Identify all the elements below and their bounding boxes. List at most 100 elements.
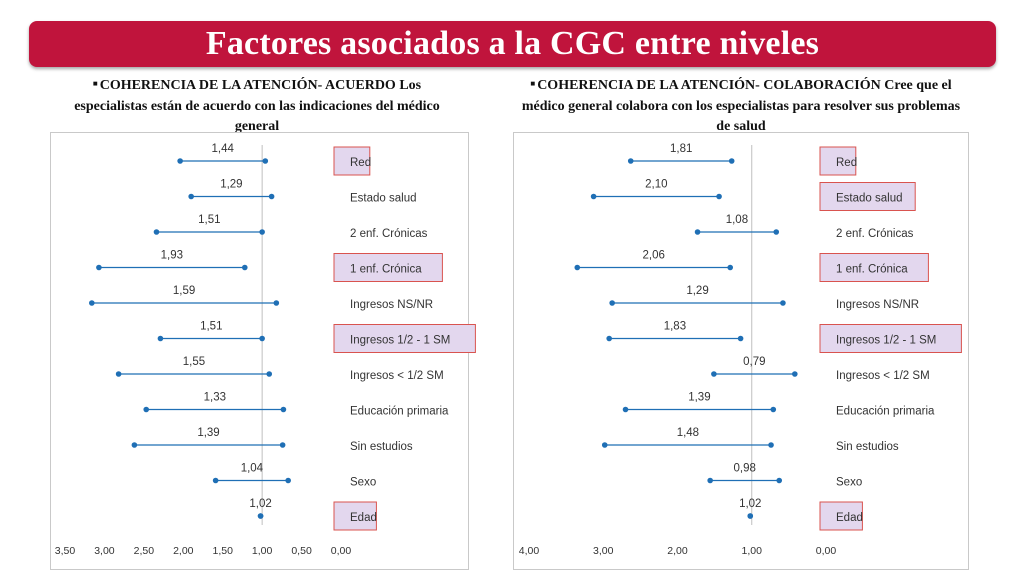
category-label: Sexo: [350, 477, 376, 489]
category-label: Ingresos 1/2 - 1 SM: [836, 335, 936, 347]
chart-right: 1,81 Red 2,10 Estado salud 1,08 2 enf. Crónic…: [513, 132, 969, 570]
range-low-point: [241, 264, 248, 271]
x-tick-label: 2,00: [173, 545, 194, 557]
category-highlight-box: [333, 253, 443, 282]
category-label: 1 enf. Crónica: [836, 264, 908, 276]
range-low-point: [728, 158, 735, 164]
chart-right-subtitle-bold: COHERENCIA DE LA ATENCIÓN- COLABORACIÓN: [537, 78, 881, 93]
x-tick-label: 1,50: [212, 545, 233, 557]
value-label: 1,33: [204, 392, 226, 404]
chart-left-subtitle-rest: Los especialistas están de acuerdo con l…: [74, 78, 440, 134]
category-label: Ingresos < 1/2 SM: [350, 370, 444, 382]
range-low-point: [776, 477, 783, 484]
range-low-point: [780, 300, 786, 306]
x-tick-label: 3,50: [55, 545, 76, 557]
range-high-point: [601, 442, 608, 448]
chart-left-subtitle-bold: COHERENCIA DE LA ATENCIÓN- ACUERDO: [99, 78, 396, 93]
range-high-point: [590, 193, 597, 200]
chart-right-subtitle: ■ COHERENCIA DE LA ATENCIÓN- COLABORACIÓN…: [521, 74, 961, 138]
chart-left-subtitle: ■ COHERENCIA DE LA ATENCIÓN- ACUERDO Los …: [62, 74, 452, 138]
x-tick-label: 2,00: [667, 545, 688, 557]
range-low-point: [259, 229, 265, 235]
range-high-point: [153, 229, 160, 235]
range-high-point: [89, 300, 95, 306]
value-label: 1,04: [241, 463, 264, 475]
range-low-point: [716, 193, 722, 200]
category-highlight-box: [333, 146, 371, 176]
category-label: Ingresos 1/2 - 1 SM: [350, 335, 450, 347]
range-high-point: [131, 442, 138, 448]
category-label: Ingresos < 1/2 SM: [836, 370, 930, 382]
range-low-point: [262, 158, 269, 164]
category-highlight-box: [333, 501, 377, 531]
x-tick-label: 1,00: [742, 545, 763, 557]
chart-right-plot: 1,81 Red 2,10 Estado salud 1,08 2 enf. Crónic…: [519, 143, 962, 557]
value-label: 1,02: [739, 498, 761, 510]
range-low-point: [768, 442, 774, 448]
x-tick-label: 1,00: [252, 545, 273, 557]
range-low-point: [266, 371, 273, 377]
value-label: 1,08: [726, 214, 748, 226]
category-label: Sin estudios: [350, 441, 413, 453]
value-label: 0,79: [743, 356, 765, 368]
value-label: 1,02: [249, 498, 271, 510]
value-label: 1,59: [173, 285, 195, 297]
value-label: 1,39: [688, 392, 710, 404]
range-low-point: [279, 442, 286, 448]
range-high-point: [711, 371, 717, 377]
value-label: 2,06: [643, 250, 665, 262]
range-low-point: [268, 193, 275, 200]
x-tick-label: 0,00: [816, 545, 837, 557]
chart-right-subtitle-rest: Cree que el médico general colabora con …: [521, 78, 961, 134]
x-tick-label: 0,00: [331, 545, 352, 557]
range-high-point: [157, 335, 164, 342]
value-label: 1,83: [664, 321, 686, 333]
range-high-point: [115, 371, 122, 377]
range-high-point: [747, 513, 754, 519]
category-highlight-box: [819, 182, 916, 211]
range-low-point: [737, 335, 744, 342]
range-high-point: [622, 406, 629, 413]
value-label: 1,81: [670, 143, 692, 155]
x-tick-label: 3,00: [593, 545, 614, 557]
value-label: 1,48: [677, 427, 699, 439]
range-low-point: [727, 264, 734, 271]
x-tick-label: 2,50: [134, 545, 155, 557]
range-low-point: [792, 371, 798, 377]
category-label: Educación primaria: [350, 406, 449, 418]
range-high-point: [707, 477, 713, 484]
range-high-point: [606, 335, 612, 342]
range-high-point: [96, 264, 102, 271]
title-banner: Factores asociados a la CGC entre nivele…: [29, 21, 996, 67]
bullet-icon: ■: [92, 79, 98, 88]
range-high-point: [257, 513, 264, 519]
category-highlight-box: [819, 146, 857, 176]
x-tick-label: 4,00: [519, 545, 540, 557]
value-label: 1,93: [161, 250, 183, 262]
range-high-point: [627, 158, 634, 164]
value-label: 1,55: [183, 356, 205, 368]
value-label: 1,29: [220, 179, 242, 191]
range-low-point: [773, 229, 780, 235]
page-title: Factores asociados a la CGC entre nivele…: [205, 25, 820, 62]
range-high-point: [609, 300, 615, 306]
range-low-point: [770, 406, 777, 413]
chart-left-plot: 1,44 Red 1,29 Estado salud 1,51 2 enf. Crónic…: [55, 143, 476, 557]
category-label: Ingresos NS/NR: [350, 299, 433, 311]
value-label: 2,10: [645, 179, 667, 191]
category-highlight-box: [819, 501, 863, 531]
range-low-point: [280, 406, 287, 413]
value-label: 1,39: [197, 427, 219, 439]
range-low-point: [273, 300, 280, 306]
range-high-point: [212, 477, 219, 484]
value-label: 1,44: [212, 143, 235, 155]
category-label: Red: [350, 157, 371, 169]
range-high-point: [694, 229, 701, 235]
x-tick-label: 0,50: [291, 545, 312, 557]
category-label: Red: [836, 157, 857, 169]
category-label: Edad: [836, 512, 863, 524]
category-label: Sin estudios: [836, 441, 899, 453]
category-label: Sexo: [836, 477, 862, 489]
range-high-point: [574, 264, 581, 271]
category-label: Estado salud: [836, 193, 903, 205]
